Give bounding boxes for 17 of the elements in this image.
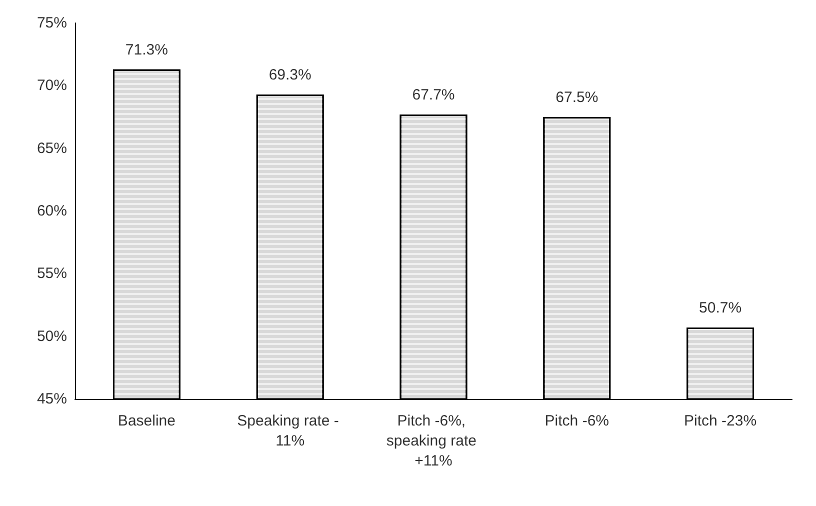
y-tick-label: 50% [36, 328, 67, 345]
y-tick-label: 65% [36, 140, 67, 157]
x-tick-label: Pitch -23% [684, 412, 757, 430]
data-label: 71.3% [125, 41, 168, 58]
x-tick-label: Pitch -6%, speaking rate +11% [386, 412, 481, 470]
y-tick-label: 70% [36, 77, 67, 94]
x-tick-label: Pitch -6% [544, 412, 609, 430]
y-tick-label: 55% [36, 265, 67, 282]
data-label: 69.3% [268, 66, 312, 84]
y-tick-label: 45% [36, 390, 67, 408]
y-tick-label: 60% [36, 202, 67, 220]
data-label: 67.5% [556, 89, 598, 106]
data-label: 50.7% [699, 300, 742, 317]
data-label: 67.7% [412, 86, 455, 104]
y-tick-label: 75% [36, 14, 67, 32]
x-tick-label: Baseline [118, 412, 176, 430]
x-tick-label: Speaking rate - 11% [237, 412, 344, 450]
